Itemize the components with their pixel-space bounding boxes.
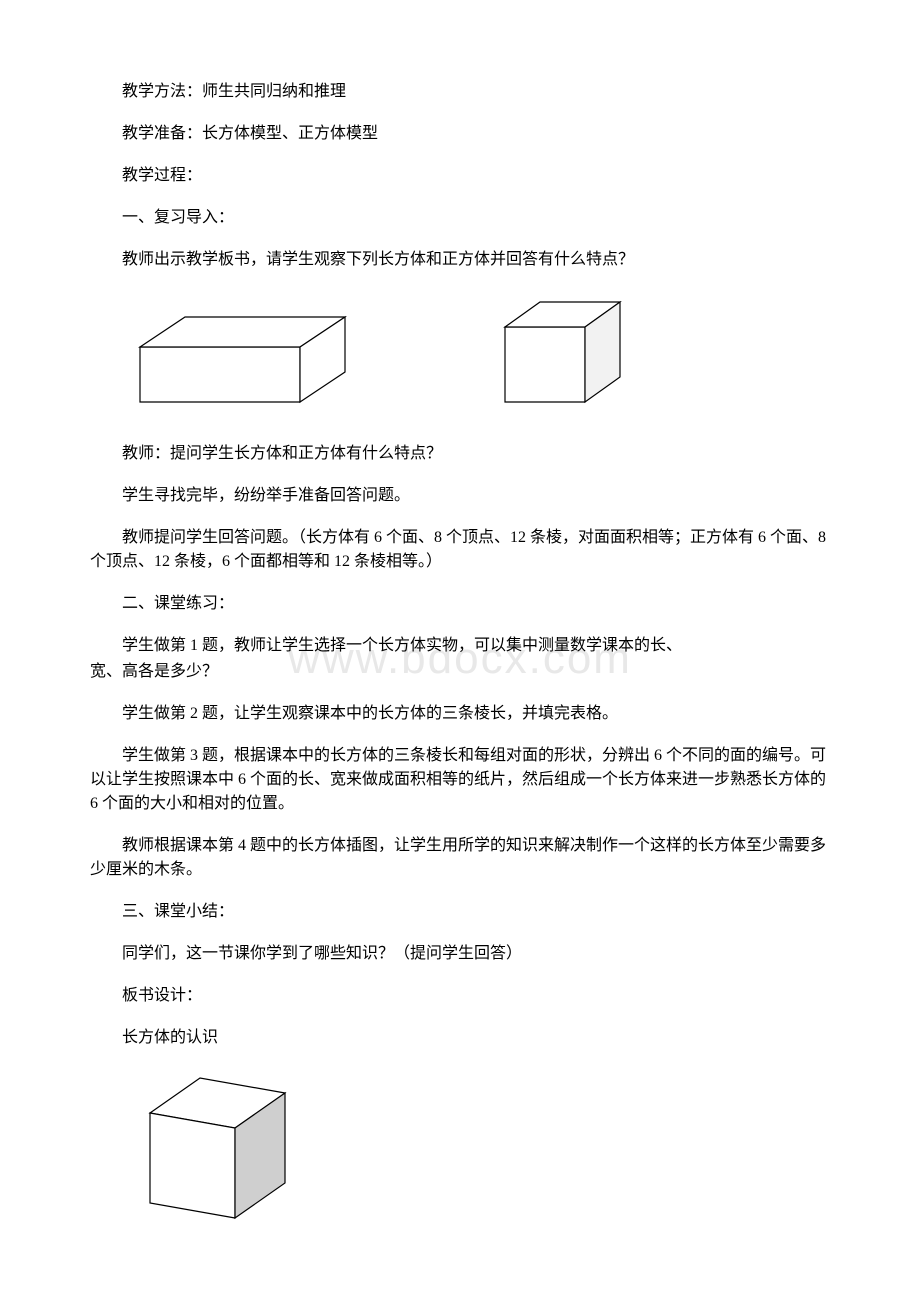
- summary-question: 同学们，这一节课你学到了哪些知识？（提问学生回答）: [90, 942, 830, 966]
- cube-figure-small: [490, 292, 640, 412]
- intro-text: 教师出示教学板书，请学生观察下列长方体和正方体并回答有什么特点？: [90, 248, 830, 272]
- exercise-1-line1: 学生做第 1 题，教师让学生选择一个长方体实物，可以集中测量数学课本的长、: [90, 634, 830, 658]
- cube-figure-bottom: [130, 1068, 300, 1228]
- cube-figure-bottom-wrap: [130, 1068, 830, 1228]
- section-2-heading: 二、课堂练习：: [90, 592, 830, 616]
- cuboid-recognition-title: 长方体的认识: [90, 1026, 830, 1050]
- exercise-1-line2: 宽、高各是多少？: [90, 660, 830, 684]
- exercise-2: 学生做第 2 题，让学生观察课本中的长方体的三条棱长，并填完表格。: [90, 702, 830, 726]
- student-ready: 学生寻找完毕，纷纷举手准备回答问题。: [90, 484, 830, 508]
- teacher-answer: 教师提问学生回答问题。（长方体有 6 个面、8 个顶点、12 条棱，对面面积相等…: [90, 526, 830, 574]
- exercise-3: 学生做第 3 题，根据课本中的长方体的三条棱长和每组对面的形状，分辨出 6 个不…: [90, 744, 830, 816]
- cuboid-figure: [130, 302, 350, 412]
- exercise-4: 教师根据课本第 4 题中的长方体插图，让学生用所学的知识来解决制作一个这样的长方…: [90, 834, 830, 882]
- section-1-heading: 一、复习导入：: [90, 206, 830, 230]
- board-design-heading: 板书设计：: [90, 984, 830, 1008]
- teaching-prep: 教学准备：长方体模型、正方体模型: [90, 122, 830, 146]
- figure-row-shapes: [130, 292, 830, 412]
- teaching-process-heading: 教学过程：: [90, 164, 830, 188]
- section-3-heading: 三、课堂小结：: [90, 900, 830, 924]
- teaching-method: 教学方法：师生共同归纳和推理: [90, 80, 830, 104]
- teacher-question: 教师：提问学生长方体和正方体有什么特点？: [90, 442, 830, 466]
